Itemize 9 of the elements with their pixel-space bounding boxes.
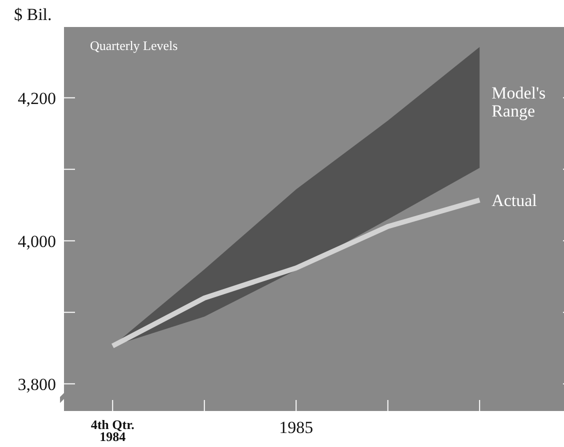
y-tick-label: 4,200: [18, 88, 56, 108]
y-axis-title: $ Bil.: [14, 5, 52, 24]
x-tick-label: 1985: [279, 418, 314, 437]
series-label: Actual: [492, 191, 538, 210]
y-tick-label: 4,000: [18, 232, 56, 251]
annotation: Model's Range: [492, 83, 546, 120]
y-tick-label: 3,800: [18, 374, 56, 394]
annotation: Quarterly Levels: [90, 38, 178, 53]
x-tick-label: 4th Qtr. 1984: [90, 417, 134, 444]
